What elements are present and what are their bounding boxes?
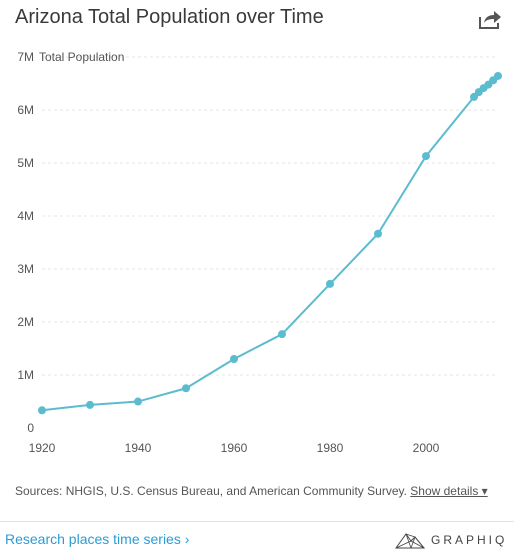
y-tick-label: 1M: [17, 368, 34, 382]
share-icon[interactable]: [478, 8, 502, 30]
data-point[interactable]: [422, 152, 430, 161]
x-tick-label: 1920: [29, 441, 56, 455]
data-point[interactable]: [494, 71, 502, 80]
sources-text: Sources: NHGIS, U.S. Census Bureau, and …: [15, 484, 407, 498]
x-tick-label: 1980: [317, 441, 344, 455]
series-line: [41, 75, 499, 412]
y-tick-label: 6M: [17, 103, 34, 117]
x-tick-label: 2000: [413, 441, 440, 455]
show-details-link[interactable]: Show details ▾: [410, 484, 488, 498]
data-point[interactable]: [182, 384, 190, 393]
data-point[interactable]: [134, 397, 142, 406]
chart-title: Arizona Total Population over Time: [15, 6, 324, 28]
y-axis-label: Total Population: [39, 50, 124, 64]
graphiq-logo: GRAPHIQ: [395, 530, 507, 550]
graphiq-mountain-icon: [395, 533, 425, 549]
y-tick-label: 7M: [17, 50, 34, 64]
x-tick-label: 1940: [125, 441, 152, 455]
y-tick-label: 2M: [17, 315, 34, 329]
data-point[interactable]: [278, 330, 286, 339]
brand-name: GRAPHIQ: [431, 533, 508, 547]
data-point[interactable]: [86, 400, 94, 409]
x-tick-label: 1960: [221, 441, 248, 455]
data-point[interactable]: [38, 406, 46, 415]
sources-note: Sources: NHGIS, U.S. Census Bureau, and …: [15, 484, 488, 498]
y-tick-label: 3M: [17, 262, 34, 276]
y-tick-label: 5M: [17, 156, 34, 170]
y-tick-label: 0: [27, 421, 34, 435]
line-chart: 0 1M 2M 3M 4M 5M 6M 7M Total Population 1920 1940 1…: [17, 50, 502, 455]
research-link[interactable]: Research places time series ›: [5, 531, 190, 547]
data-point[interactable]: [374, 229, 382, 238]
footer-divider: [0, 521, 514, 522]
data-point[interactable]: [230, 354, 238, 363]
data-point[interactable]: [326, 279, 334, 288]
y-tick-label: 4M: [17, 209, 34, 223]
